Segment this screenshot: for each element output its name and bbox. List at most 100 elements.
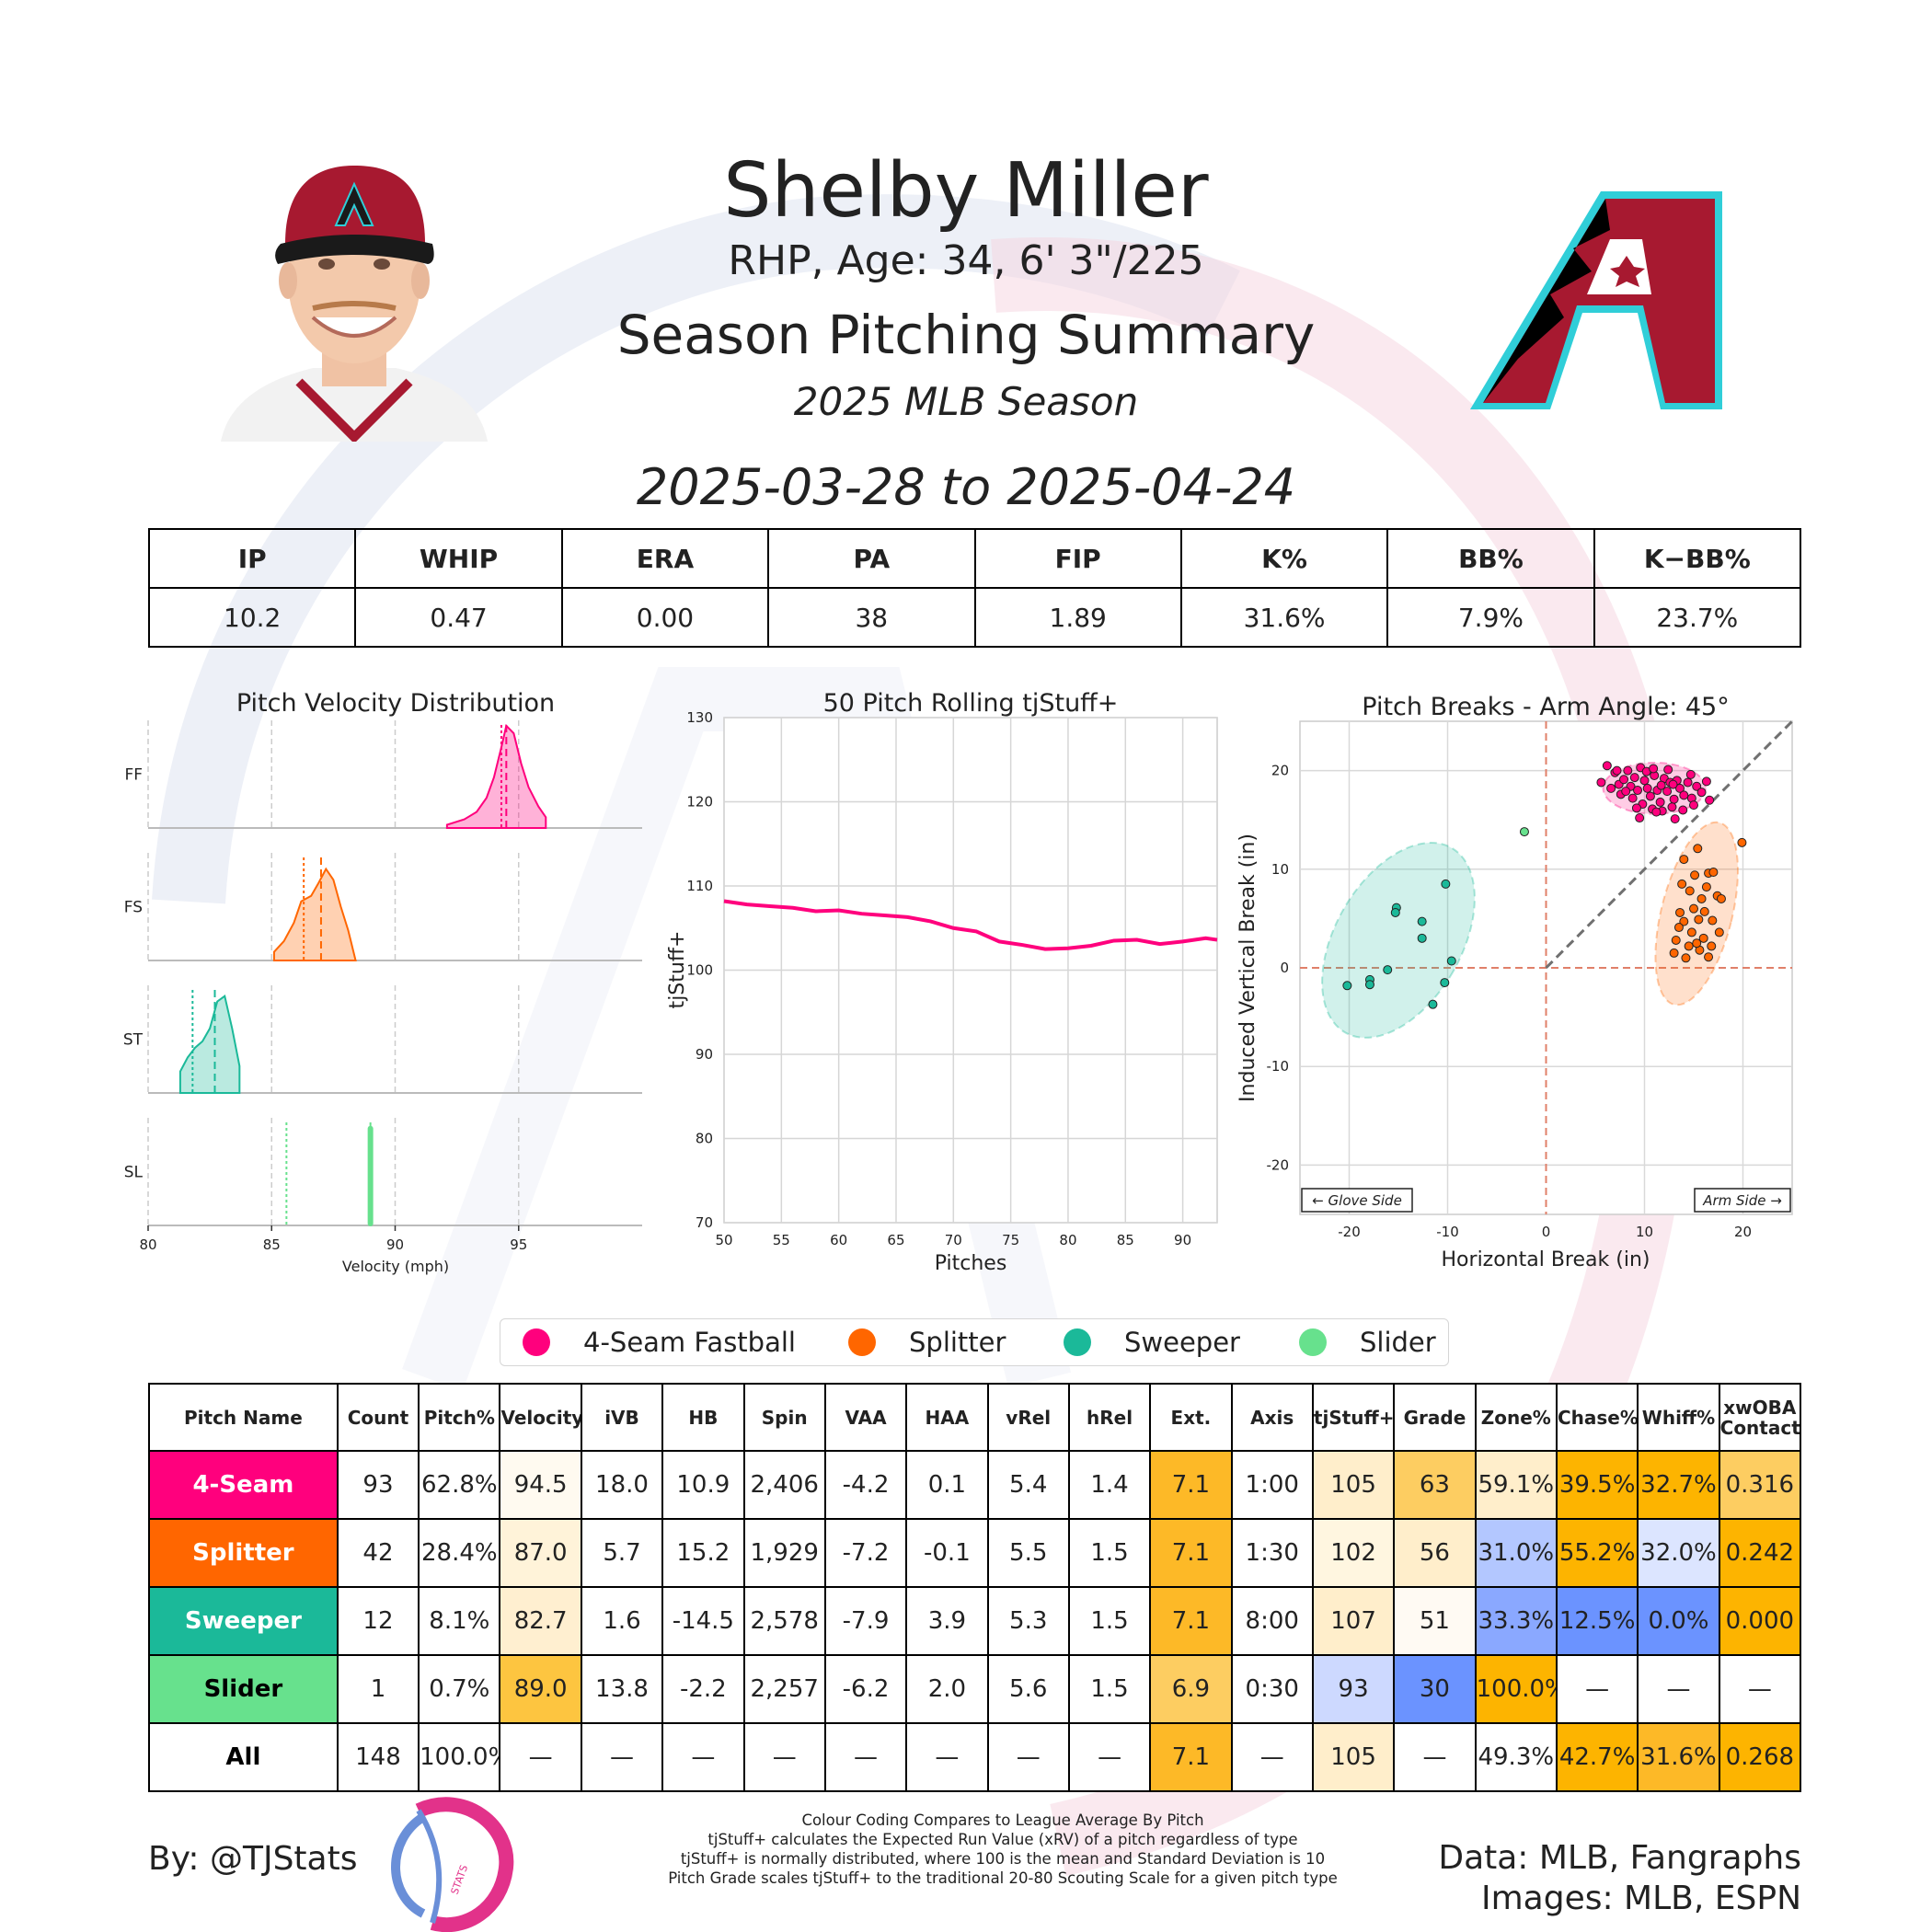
chart-title: Pitch Velocity Distribution: [236, 689, 555, 718]
y-tick-label: -10: [1267, 1058, 1290, 1075]
confidence-ellipse: [1654, 821, 1739, 1006]
pitch-table-cell: 49.3%: [1474, 1722, 1558, 1792]
footnote: tjStuff+ calculates the Expected Run Val…: [707, 1831, 1298, 1848]
pitch-point: [1679, 916, 1689, 926]
pitch-table-header: Spin: [742, 1383, 826, 1452]
stat-header: IP: [147, 528, 357, 589]
y-tick-label: 10: [1271, 861, 1289, 878]
y-tick-label: 0: [1280, 960, 1289, 976]
pitch-point: [1716, 893, 1726, 903]
pitch-table-cell: 82.7: [499, 1586, 582, 1656]
pitch-table-header: Count: [336, 1383, 420, 1452]
pitch-table-cell: 100.0%: [1474, 1654, 1558, 1724]
footnote: Pitch Grade scales tjStuff+ to the tradi…: [668, 1869, 1338, 1887]
pitch-table-cell: 1:00: [1230, 1450, 1314, 1520]
stat-header: WHIP: [354, 528, 563, 589]
pitch-table-header: Grade: [1393, 1383, 1477, 1452]
pitch-point: [1684, 941, 1694, 951]
pitch-table-cell: —: [1393, 1722, 1477, 1792]
pitch-point: [1621, 787, 1631, 797]
player-headshot: [221, 166, 488, 442]
images-source: Images: MLB, ESPN: [1480, 1880, 1801, 1917]
pitch-table-cell: 28.4%: [418, 1518, 501, 1588]
pitch-table-header: Axis: [1230, 1383, 1314, 1452]
density-area: [445, 723, 547, 829]
stat-value: 0.00: [560, 587, 770, 648]
stat-header: ERA: [560, 528, 770, 589]
pitch-table-cell: 1.5: [1067, 1586, 1152, 1656]
pitch-table-cell: —: [661, 1722, 745, 1792]
legend-item: 4-Seam Fastball: [523, 1319, 796, 1365]
x-tick-label: 90: [1174, 1232, 1191, 1248]
y-tick-label: 70: [696, 1214, 713, 1231]
pitch-table-cell: —: [580, 1722, 664, 1792]
legend-label: Sweeper: [1124, 1327, 1240, 1358]
pitch-table-cell: 8.1%: [418, 1586, 501, 1656]
source-credits: Data: MLB, Fangraphs Images: MLB, ESPN: [1288, 1838, 1801, 1919]
pitch-table-cell: 31.6%: [1637, 1722, 1720, 1792]
pitch-table-cell: 42.7%: [1555, 1722, 1639, 1792]
pitch-point: [1633, 786, 1643, 796]
pitch-point: [1685, 886, 1695, 896]
pitch-table-cell: 5.3: [986, 1586, 1070, 1656]
pitch-table-cell: 0.7%: [418, 1654, 501, 1724]
pitch-table-cell: 102: [1311, 1518, 1396, 1588]
pitch-table-cell: 7.1: [1149, 1518, 1233, 1588]
pitch-table-cell: 8:00: [1230, 1586, 1314, 1656]
legend-label: Slider: [1360, 1327, 1436, 1358]
legend-label: Splitter: [909, 1327, 1006, 1358]
pitch-point: [1683, 777, 1693, 788]
legend-marker: [848, 1328, 876, 1356]
pitch-table-cell: —: [986, 1722, 1070, 1792]
pitch-table-cell: 56: [1393, 1518, 1477, 1588]
pitch-point: [1655, 797, 1665, 807]
pitch-table-cell: 32.7%: [1637, 1450, 1720, 1520]
pitch-point: [1701, 776, 1711, 787]
x-axis-label: Horizontal Break (in): [1442, 1248, 1650, 1271]
pitch-point: [1383, 965, 1393, 975]
pitch-table-cell: 55.2%: [1555, 1518, 1639, 1588]
pitch-table-cell: 0.0%: [1637, 1586, 1720, 1656]
pitch-point: [1689, 800, 1698, 811]
pitch-table-header: Velocity: [499, 1383, 582, 1452]
y-tick-label: -20: [1267, 1156, 1290, 1173]
pitch-point: [1679, 855, 1689, 865]
season-stats-table: IP WHIP ERA PA FIP K% BB% K−BB% 10.2 0.4…: [147, 528, 1802, 648]
stat-value: 1.89: [973, 587, 1182, 648]
pitch-point: [1699, 906, 1709, 916]
x-tick-label: 10: [1636, 1224, 1653, 1240]
pitch-table-header: Pitch Name: [148, 1383, 339, 1452]
x-axis-label: Pitches: [935, 1252, 1007, 1275]
density-area: [272, 867, 357, 961]
pitch-name-cell: Slider: [148, 1654, 339, 1724]
y-tick-label: 120: [686, 794, 713, 811]
summary-title: Season Pitching Summary: [616, 304, 1316, 366]
x-tick-label: 70: [945, 1232, 962, 1248]
pitch-table-cell: 5.6: [986, 1654, 1070, 1724]
pitch-point: [1686, 927, 1696, 937]
pitch-table-cell: —: [1230, 1722, 1314, 1792]
pitch-table-cell: —: [823, 1722, 908, 1792]
pitch-table-cell: 33.3%: [1474, 1586, 1558, 1656]
stat-value: 38: [767, 587, 976, 648]
y-axis-label: Induced Vertical Break (in): [1236, 834, 1259, 1102]
pitch-table-header: Pitch%: [418, 1383, 501, 1452]
pitch-table-cell: 0.268: [1718, 1722, 1802, 1792]
pitch-table-cell: 93: [336, 1450, 420, 1520]
pitch-table-cell: 87.0: [499, 1518, 582, 1588]
x-tick-label: 55: [773, 1232, 790, 1248]
pitch-point: [1642, 783, 1652, 793]
data-source: Data: MLB, Fangraphs: [1438, 1839, 1801, 1877]
pitch-table-header: tjStuff+: [1311, 1383, 1396, 1452]
pitch-table-cell: 1,929: [742, 1518, 826, 1588]
pitch-table-cell: 2,257: [742, 1654, 826, 1724]
pitch-table-header: Whiff%: [1637, 1383, 1720, 1452]
chart-title: Pitch Breaks - Arm Angle: 45°: [1362, 693, 1729, 721]
y-tick-label: 80: [696, 1131, 713, 1147]
pitch-table-row: Sweeper 12 8.1% 82.7 1.6 -14.5 2,578 -7.9 3.9 5.3…: [148, 1586, 1802, 1656]
pitch-point: [1645, 791, 1655, 801]
pitch-table-cell: 1.4: [1067, 1450, 1152, 1520]
x-tick-label: 50: [715, 1232, 732, 1248]
pitch-table-cell: —: [1555, 1654, 1639, 1724]
x-tick-label: 65: [887, 1232, 904, 1248]
